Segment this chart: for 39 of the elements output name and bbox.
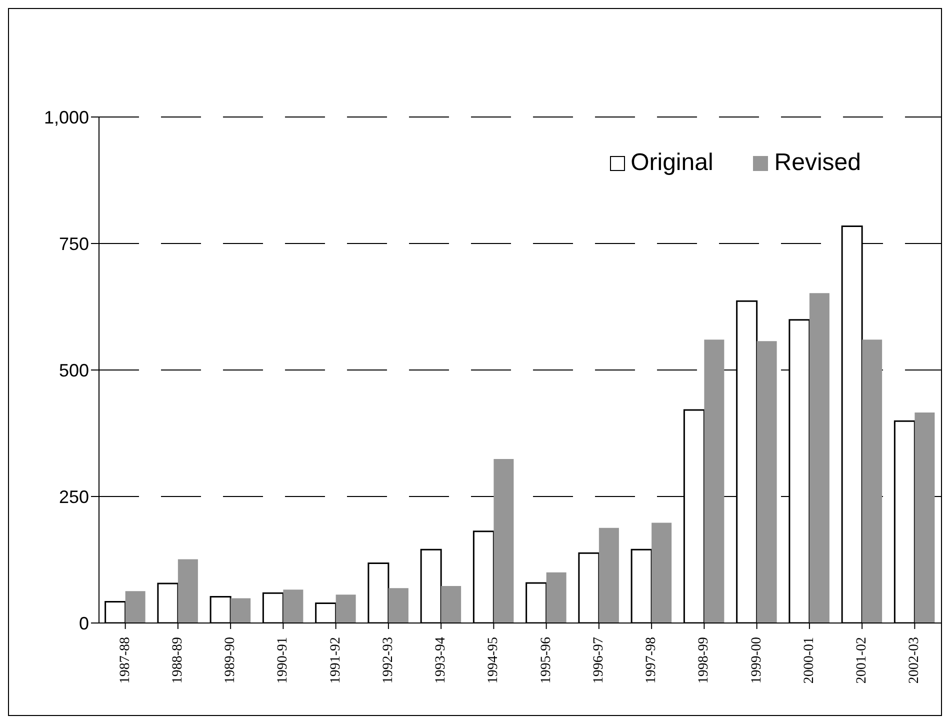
bar — [283, 590, 304, 623]
bar — [914, 412, 935, 623]
x-tick-label: 1998-99 — [696, 637, 712, 684]
x-tick-label: 1988-89 — [170, 637, 186, 684]
bar — [546, 572, 566, 623]
x-tick-label: 2001-02 — [854, 637, 870, 684]
x-tick-label: 1999-00 — [749, 637, 764, 684]
bar — [704, 340, 724, 623]
bar — [441, 586, 462, 623]
x-tick-label: 1994-95 — [486, 637, 502, 684]
x-tick-label: 1992-93 — [380, 637, 396, 684]
x-tick-label: 2000-01 — [802, 637, 817, 684]
bar — [598, 528, 619, 623]
y-tick-label: 250 — [58, 486, 89, 507]
bar — [230, 598, 251, 623]
bar — [652, 522, 672, 623]
x-tick-label: 2002-03 — [907, 637, 922, 684]
legend-label: Original — [630, 149, 714, 177]
y-tick-label: 500 — [58, 360, 89, 380]
x-tick-label: 1989-90 — [223, 637, 238, 684]
x-tick-label: 1990-91 — [276, 637, 291, 684]
y-tick-label: 0 — [78, 613, 89, 634]
x-tick-label: 1995-96 — [538, 637, 554, 684]
bar — [809, 293, 830, 623]
bar — [336, 594, 356, 623]
y-tick-label: 1,000 — [44, 107, 89, 128]
bar — [494, 459, 514, 623]
bar — [388, 588, 408, 623]
x-tick-label: 1996-97 — [591, 637, 606, 684]
bar — [178, 559, 198, 623]
legend-label: Revised — [773, 149, 861, 177]
bar — [125, 591, 146, 623]
x-tick-label: 1987-88 — [118, 637, 133, 684]
bar — [862, 340, 882, 623]
x-tick-label: 1993-94 — [434, 637, 449, 684]
x-tick-label: 1991-92 — [328, 637, 344, 684]
y-tick-label: 750 — [58, 234, 89, 254]
bar — [756, 341, 777, 623]
x-tick-label: 1997-98 — [644, 637, 660, 684]
